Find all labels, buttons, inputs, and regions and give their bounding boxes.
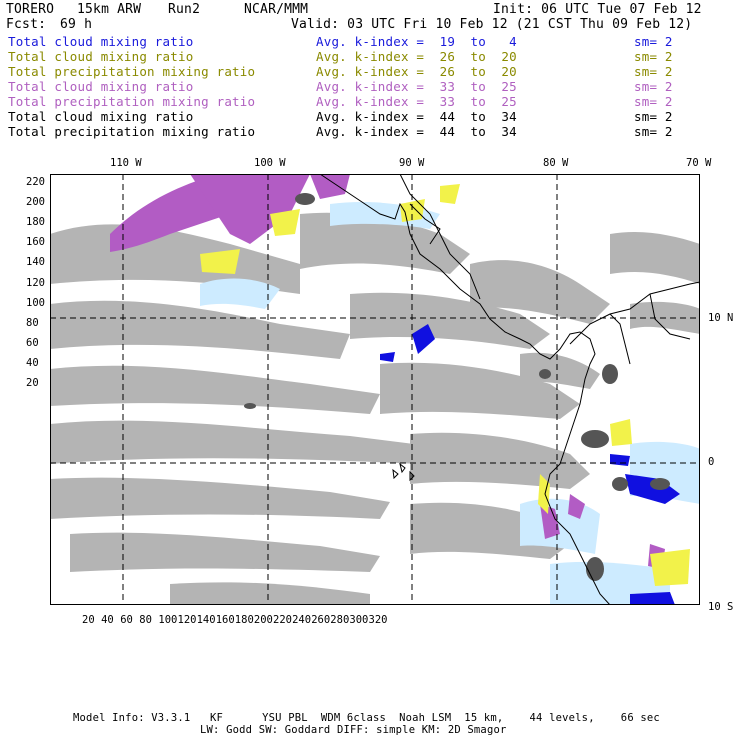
legend-sm: sm= 2 bbox=[634, 94, 673, 109]
coastline bbox=[319, 174, 700, 605]
top-lon-label: 80 W bbox=[543, 157, 569, 169]
header-model: TORERO bbox=[6, 2, 55, 17]
left-y-label: 220 bbox=[26, 176, 45, 188]
bottom-x-label: 100 bbox=[158, 614, 178, 626]
legend-kindex: Avg. k-index = 19 to 4 bbox=[316, 34, 517, 49]
bottom-x-label: 220 bbox=[273, 614, 292, 626]
right-lat-label: 10 N bbox=[708, 312, 734, 324]
bottom-x-label: 120 bbox=[177, 614, 197, 626]
header-org: NCAR/MMM bbox=[244, 2, 309, 17]
cloud-blue-layer bbox=[380, 324, 680, 605]
legend-kindex: Avg. k-index = 26 to 20 bbox=[316, 64, 517, 79]
left-y-label: 20 bbox=[26, 377, 39, 389]
left-y-label: 200 bbox=[26, 196, 45, 209]
left-y-label: 40 bbox=[26, 356, 39, 369]
legend-field: Total precipitation mixing ratio bbox=[8, 64, 256, 79]
legend-field: Total cloud mixing ratio bbox=[8, 34, 194, 49]
bottom-x-label: 160 bbox=[215, 614, 235, 626]
header-valid: Valid: 03 UTC Fri 10 Feb 12 (21 CST Thu … bbox=[291, 17, 693, 32]
header-run: Run2 bbox=[168, 2, 201, 17]
bottom-x-label: 180 bbox=[234, 614, 254, 626]
legend-field: Total precipitation mixing ratio bbox=[8, 94, 256, 109]
header-resolution: 15km ARW bbox=[77, 2, 142, 17]
bottom-x-label: 80 bbox=[139, 614, 152, 626]
top-lon-label: 70 W bbox=[686, 157, 712, 169]
legend-field: Total cloud mixing ratio bbox=[8, 109, 194, 124]
footer-model-info: Model Info: V3.3.1 KF YSU PBL WDM 6class… bbox=[73, 712, 660, 724]
right-lat-label: 10 S bbox=[708, 601, 734, 613]
legend-field: Total cloud mixing ratio bbox=[8, 49, 194, 64]
header-fcst-label: Fcst: bbox=[6, 17, 47, 32]
bottom-x-label: 320 bbox=[368, 614, 388, 626]
left-y-label: 60 bbox=[26, 336, 39, 349]
legend-sm: sm= 2 bbox=[634, 64, 673, 79]
legend-kindex: Avg. k-index = 44 to 34 bbox=[316, 124, 517, 139]
bottom-x-label: 60 bbox=[120, 614, 133, 626]
cloud-yellow-layer bbox=[200, 184, 690, 586]
right-lat-label: 0 bbox=[708, 456, 715, 468]
left-y-label: 120 bbox=[26, 276, 45, 289]
graticule bbox=[50, 174, 700, 605]
left-y-label: 160 bbox=[26, 236, 45, 249]
left-y-label: 180 bbox=[26, 216, 45, 229]
legend-sm: sm= 2 bbox=[634, 124, 673, 139]
legend-kindex: Avg. k-index = 44 to 34 bbox=[316, 109, 517, 124]
bottom-x-label: 260 bbox=[311, 614, 331, 626]
legend-field: Total cloud mixing ratio bbox=[8, 79, 194, 94]
bottom-x-label: 40 bbox=[101, 614, 114, 626]
header-fcst-value: 69 h bbox=[60, 17, 93, 32]
top-lon-label: 100 W bbox=[254, 157, 286, 169]
footer-physics: LW: Godd SW: Goddard DIFF: simple KM: 2D… bbox=[200, 724, 507, 736]
bottom-x-label: 240 bbox=[292, 614, 312, 626]
left-y-label: 140 bbox=[26, 256, 45, 269]
legend-sm: sm= 2 bbox=[634, 34, 673, 49]
bottom-x-label: 200 bbox=[253, 614, 273, 626]
bottom-x-label: 280 bbox=[330, 614, 350, 626]
legend-sm: sm= 2 bbox=[634, 109, 673, 124]
cloud-purple-layer bbox=[110, 174, 665, 569]
legend-kindex: Avg. k-index = 33 to 25 bbox=[316, 79, 517, 94]
left-y-label: 80 bbox=[26, 316, 39, 329]
bottom-x-label: 20 bbox=[82, 614, 95, 626]
legend-kindex: Avg. k-index = 33 to 25 bbox=[316, 94, 517, 109]
bottom-x-label: 300 bbox=[349, 614, 369, 626]
legend-kindex: Avg. k-index = 26 to 20 bbox=[316, 49, 517, 64]
legend-sm: sm= 2 bbox=[634, 49, 673, 64]
legend-field: Total precipitation mixing ratio bbox=[8, 124, 256, 139]
left-y-label: 100 bbox=[26, 296, 45, 309]
map bbox=[50, 174, 700, 605]
bottom-x-label: 140 bbox=[196, 614, 216, 626]
header-init: Init: 06 UTC Tue 07 Feb 12 bbox=[493, 2, 702, 17]
legend-sm: sm= 2 bbox=[634, 79, 673, 94]
top-lon-label: 90 W bbox=[399, 157, 425, 169]
top-lon-label: 110 W bbox=[110, 157, 142, 169]
